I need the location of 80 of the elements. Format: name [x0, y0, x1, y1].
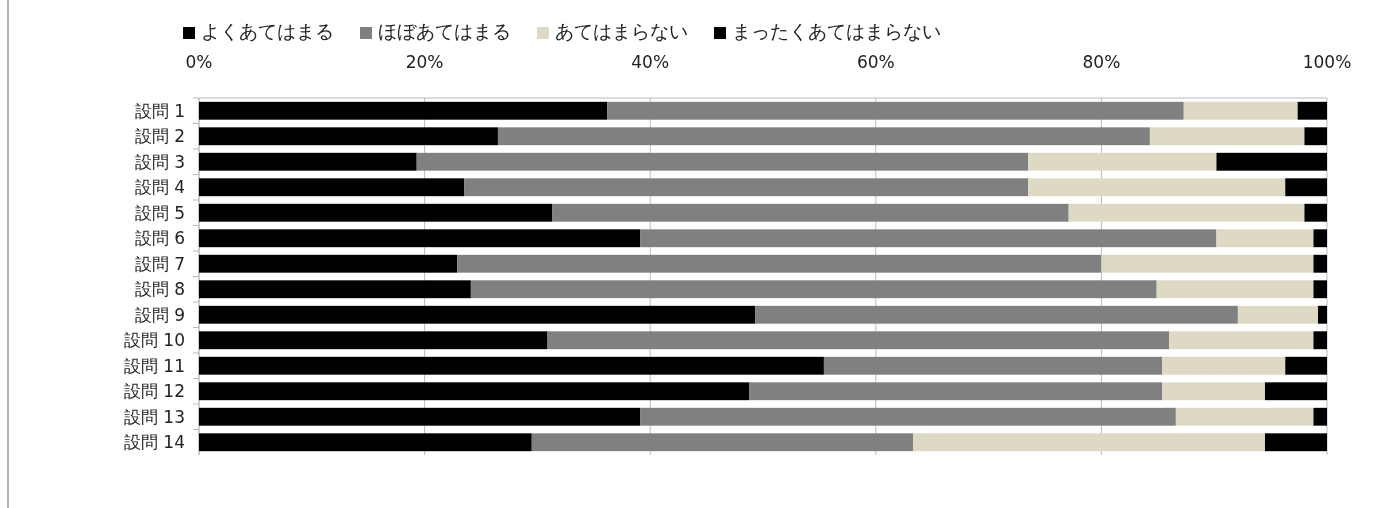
bar [199, 254, 458, 273]
bar [199, 229, 641, 248]
y-tick-label: 設問 1 [134, 100, 185, 121]
y-tick-label: 設問 2 [134, 126, 185, 147]
bar [607, 101, 1184, 120]
bar [1237, 305, 1318, 324]
y-tick-label: 設問 14 [123, 432, 185, 453]
x-tick-label: 80% [1082, 52, 1121, 72]
legend-label: まったくあてはまらない [732, 20, 941, 42]
bar [199, 356, 824, 375]
bar [464, 178, 1029, 197]
y-tick-label: 設問 13 [123, 406, 185, 427]
bar [1285, 356, 1327, 375]
bar [1313, 229, 1327, 248]
bar [1304, 127, 1327, 146]
bar [913, 433, 1265, 452]
bar [1101, 254, 1314, 273]
y-tick-label: 設問 3 [134, 151, 185, 172]
bar [1068, 203, 1305, 222]
bar [1216, 229, 1314, 248]
legend-label: ほぼあてはまる [378, 20, 511, 42]
x-tick-label: 40% [631, 52, 670, 72]
bar [552, 203, 1069, 222]
bar [1169, 331, 1314, 350]
y-tick-label: 設問 10 [123, 330, 185, 351]
y-tick-label: 設問 7 [134, 253, 185, 274]
bar [199, 101, 608, 120]
bar [1297, 101, 1327, 120]
bar [1175, 407, 1314, 426]
bar [1313, 331, 1327, 350]
bar [531, 433, 914, 452]
bar [1183, 101, 1298, 120]
bar [749, 382, 1163, 401]
bar [755, 305, 1238, 324]
bar [1028, 152, 1217, 171]
y-tick-label: 設問 12 [123, 381, 185, 402]
bar [1162, 382, 1265, 401]
legend-label: あてはまらない [555, 20, 688, 42]
bar [1149, 127, 1305, 146]
bar [1216, 152, 1327, 171]
bar [1264, 433, 1327, 452]
bar [199, 127, 498, 146]
y-tick-label: 設問 6 [134, 228, 185, 249]
bar [547, 331, 1170, 350]
bar [199, 433, 532, 452]
bar [457, 254, 1102, 273]
bar [1313, 280, 1327, 299]
bar [1304, 203, 1327, 222]
bar [199, 152, 417, 171]
x-tick-label: 60% [856, 52, 895, 72]
bar [640, 407, 1176, 426]
y-tick-label: 設問 5 [134, 202, 185, 223]
bar [199, 305, 756, 324]
bar [1317, 305, 1327, 324]
y-tick-label: 設問 9 [134, 304, 185, 325]
legend-label: よくあてはまる [201, 20, 334, 42]
y-tick-label: 設問 11 [123, 355, 185, 376]
bar [1313, 254, 1327, 273]
bar [416, 152, 1029, 171]
bar [199, 203, 553, 222]
x-tick-label: 100% [1302, 52, 1352, 72]
bar [1028, 178, 1286, 197]
bar [1264, 382, 1327, 401]
bar [1156, 280, 1314, 299]
bar [199, 178, 465, 197]
x-tick-label: 0% [185, 52, 213, 72]
bar [470, 280, 1157, 299]
y-tick-label: 設問 4 [134, 177, 185, 198]
bar [1313, 407, 1327, 426]
bar [199, 382, 750, 401]
bar [823, 356, 1163, 375]
bar [199, 280, 471, 299]
x-tick-label: 20% [405, 52, 444, 72]
bar [640, 229, 1217, 248]
bar [497, 127, 1150, 146]
bar [1162, 356, 1286, 375]
bar [199, 407, 641, 426]
bar [1285, 178, 1327, 197]
bar [199, 331, 548, 350]
y-tick-label: 設問 8 [134, 279, 185, 300]
